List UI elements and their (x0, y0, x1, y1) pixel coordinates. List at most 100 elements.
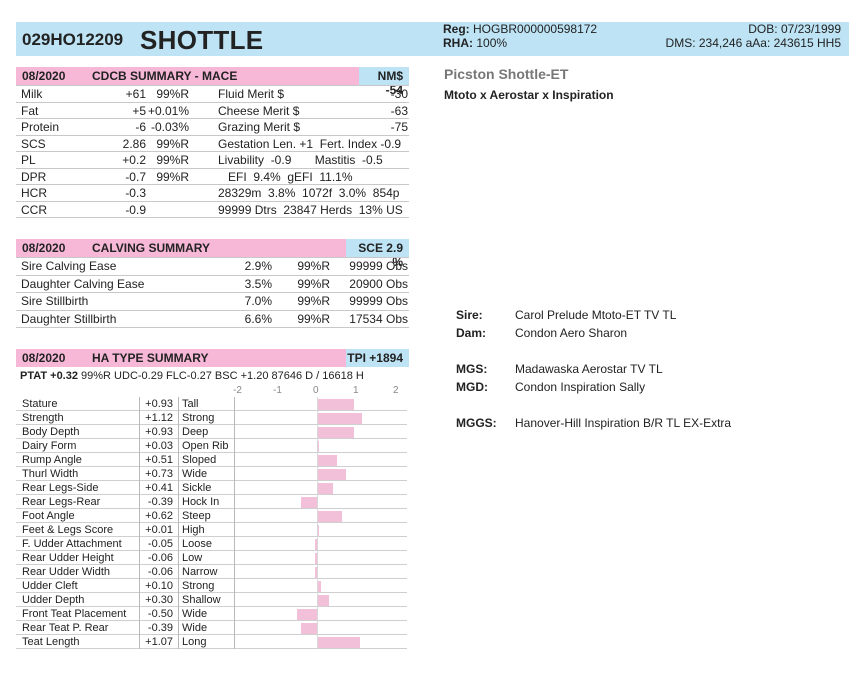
type-value: -0.05 (147, 538, 173, 550)
cdcb-table: Milk +61 99%R Fluid Merit $ -30 Fat +5 +0.01% Ch… (16, 85, 409, 218)
type-bar (317, 595, 329, 606)
type-row: Udder Cleft +0.10 Strong (16, 579, 407, 593)
type-trait: Thurl Width (22, 468, 79, 480)
type-divider-desc (178, 397, 179, 649)
cdcb-row: Fat +5 +0.01% Cheese Merit $ -63 (16, 103, 409, 119)
calving-obs: 99999 Obs (349, 294, 408, 308)
ptat-line: PTAT +0.32 99%R UDC-0.29 FLC-0.27 BSC +1… (20, 370, 364, 382)
scale-tick: 2 (393, 385, 399, 396)
dam-label: Dam: (456, 326, 487, 340)
calving-trait: Sire Stillbirth (21, 294, 89, 308)
type-title: HA TYPE SUMMARY (74, 349, 346, 367)
cdcb-merit-value: -30 (390, 87, 408, 101)
type-row: Udder Depth +0.30 Shallow (16, 593, 407, 607)
type-descriptor: Deep (182, 426, 209, 438)
mgs-label: MGS: (456, 362, 488, 376)
reg-value: HOGBR000000598172 (473, 22, 598, 36)
cdcb-row: Milk +61 99%R Fluid Merit $ -30 (16, 86, 409, 103)
cdcb-row: PL +0.2 99%R Livability -0.9 Mastitis -0.5 (16, 152, 409, 169)
type-row: Dairy Form +0.03 Open Rib (16, 439, 407, 453)
calving-row: Daughter Calving Ease 3.5% 99%R 20900 Obs (16, 276, 409, 293)
cdcb-row: CCR -0.9 99999 Dtrs 23847 Herds 13% US (16, 202, 409, 218)
type-divider-value (139, 397, 140, 649)
cdcb-row: SCS 2.86 99%R Gestation Len. +1 Fert. Index… (16, 136, 409, 152)
type-descriptor: High (182, 524, 205, 536)
type-descriptor: Tall (182, 398, 199, 410)
type-bar (317, 511, 342, 522)
type-row: Stature +0.93 Tall (16, 397, 407, 411)
type-bar (317, 525, 319, 536)
scale-tick: 1 (353, 385, 359, 396)
dob: DOB: 07/23/1999 (748, 22, 841, 36)
rha-value: 100% (476, 36, 508, 50)
calving-table: Sire Calving Ease 2.9% 99%R 99999 Obs Daught… (16, 257, 409, 328)
calving-row: Sire Stillbirth 7.0% 99%R 99999 Obs (16, 293, 409, 311)
scale-tick: -1 (273, 385, 282, 396)
type-trait: Rear Udder Height (22, 552, 114, 564)
tpi-value: TPI +1894 (346, 349, 409, 367)
type-descriptor: Wide (182, 608, 208, 620)
cdcb-row: HCR -0.3 28329m 3.8% 1072f 3.0% 854p (16, 185, 409, 202)
type-descriptor: Shallow (182, 594, 221, 606)
cdcb-trait: CCR (21, 202, 47, 217)
type-trait: Rear Legs-Rear (22, 496, 101, 508)
type-value: -0.06 (147, 566, 173, 578)
cdcb-reliability: 99%R (156, 87, 189, 101)
cdcb-date: 08/2020 (16, 67, 74, 85)
type-descriptor: Open Rib (182, 440, 229, 452)
type-value: +0.30 (145, 594, 173, 606)
type-value: +0.51 (145, 454, 173, 466)
mggs-name: Hanover-Hill Inspiration B/R TL EX-Extra (515, 416, 732, 430)
calving-obs: 17534 Obs (349, 311, 408, 326)
sire-label: Sire: (456, 308, 483, 322)
type-descriptor: Strong (182, 580, 215, 592)
type-bar (315, 539, 317, 550)
type-trait: Stature (22, 398, 58, 410)
bull-id: 029HO12209 (22, 30, 124, 49)
type-trait: Rear Teat P. Rear (22, 622, 109, 634)
type-descriptor: Sickle (182, 482, 212, 494)
type-bar (317, 427, 355, 438)
type-value: +0.62 (145, 510, 173, 522)
type-value: +0.73 (145, 468, 173, 480)
type-trait: Front Teat Placement (22, 608, 127, 620)
type-row: Rear Legs-Rear -0.39 Hock In (16, 495, 407, 509)
scale-tick: 0 (313, 385, 319, 396)
type-row: Thurl Width +0.73 Wide (16, 467, 407, 481)
mgd-label: MGD: (456, 380, 488, 394)
type-descriptor: Narrow (182, 566, 218, 578)
type-zero-line (317, 397, 318, 649)
type-bar (314, 567, 317, 578)
type-descriptor: Sloped (182, 454, 217, 466)
reg-label: Reg: (443, 22, 470, 36)
type-bar (301, 623, 317, 634)
type-trait: Rear Legs-Side (22, 482, 99, 494)
cdcb-merit-value: -75 (390, 120, 408, 134)
cdcb-trait: Milk (21, 87, 43, 101)
type-row: Rear Udder Height -0.06 Low (16, 551, 407, 565)
cdcb-value: 2.86 (122, 136, 146, 151)
type-trait: Udder Depth (22, 594, 85, 606)
type-trait: Foot Angle (22, 510, 75, 522)
type-date: 08/2020 (16, 349, 74, 367)
dob-info: DOB: 07/23/1999 DMS: 234,246 aAa: 243615… (666, 22, 841, 50)
calving-reliability: 99%R (297, 294, 330, 308)
type-descriptor: Steep (182, 510, 211, 522)
calving-reliability: 99%R (297, 311, 330, 326)
type-trait: Udder Cleft (22, 580, 78, 592)
type-value: +0.93 (145, 398, 173, 410)
type-row: Foot Angle +0.62 Steep (16, 509, 407, 523)
type-value: +0.93 (145, 426, 173, 438)
type-bar (317, 455, 338, 466)
calving-trait: Daughter Calving Ease (21, 276, 145, 291)
type-descriptor: Strong (182, 412, 215, 424)
mggs-label: MGGS: (456, 416, 497, 430)
type-row: Body Depth +0.93 Deep (16, 425, 407, 439)
calving-obs: 99999 Obs (349, 259, 408, 273)
type-value: +0.03 (145, 440, 173, 452)
mgs-name: Madawaska Aerostar TV TL (515, 362, 663, 376)
type-value: +1.12 (145, 412, 173, 424)
cdcb-row: DPR -0.7 99%R EFI 9.4% gEFI 11.1% (16, 169, 409, 185)
type-bar (317, 483, 334, 494)
cdcb-reliability: 99%R (156, 153, 189, 167)
